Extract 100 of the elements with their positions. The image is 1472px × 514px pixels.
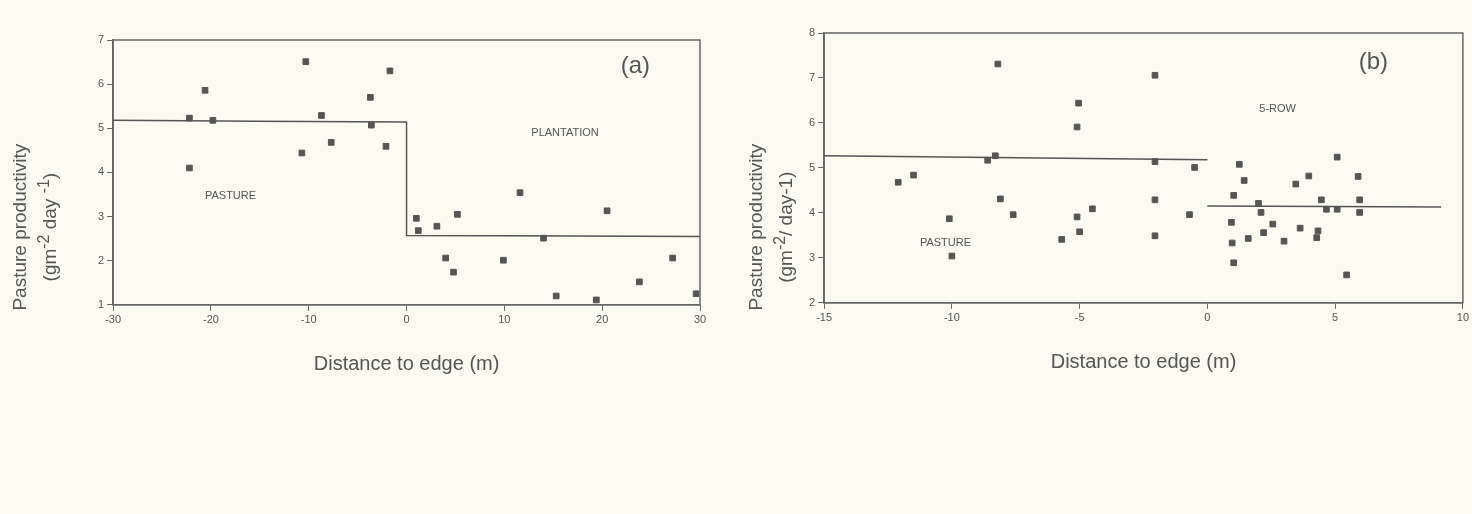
y-tick-label: 3: [808, 250, 816, 263]
y-tick-label: 2: [97, 253, 105, 266]
y-tick-label: 7: [808, 71, 816, 83]
point: [318, 112, 325, 119]
point: [1151, 158, 1159, 165]
point: [1296, 224, 1304, 232]
point: [1333, 153, 1341, 161]
annotation: PLANTATION: [531, 125, 599, 138]
point: [1240, 177, 1248, 184]
x-tick-label: 10: [1456, 311, 1470, 324]
point: [948, 252, 956, 260]
point: [1260, 229, 1267, 236]
point: [442, 254, 450, 262]
y-tick-label: 4: [808, 205, 816, 218]
annotation: (b): [1358, 47, 1389, 75]
point: [603, 207, 611, 215]
point: [302, 58, 310, 65]
y-tick-label: 5: [97, 121, 105, 134]
x-tick-label: 10: [498, 313, 511, 326]
point: [201, 86, 209, 94]
point: [382, 143, 390, 150]
point: [1009, 211, 1017, 218]
x-tick-label: -5: [1074, 311, 1085, 324]
point: [1269, 220, 1277, 228]
point: [186, 164, 193, 172]
point: [298, 149, 306, 157]
y-tick-label: 3: [97, 209, 105, 222]
x-tick-label: -10: [300, 313, 317, 326]
y-tick-label: 6: [97, 77, 105, 90]
point: [1191, 164, 1198, 171]
point: [991, 152, 999, 160]
point: [1323, 205, 1330, 213]
point: [1076, 228, 1083, 236]
x-tick-label: -10: [943, 311, 960, 324]
point: [894, 178, 902, 186]
point: [1058, 236, 1066, 243]
point: [1228, 218, 1235, 226]
point: [186, 114, 193, 122]
annotation: (a): [620, 51, 651, 79]
point: [1356, 196, 1363, 204]
point: [994, 60, 1002, 68]
point: [1235, 160, 1243, 168]
point: [413, 214, 420, 222]
point: [367, 94, 374, 101]
point: [1305, 172, 1313, 180]
point: [945, 215, 953, 223]
x-tick-label: -20: [202, 313, 219, 326]
point: [1151, 71, 1159, 79]
x-axis-title: Distance to edge (m): [1050, 349, 1237, 372]
point: [1255, 200, 1262, 207]
point: [209, 116, 217, 124]
point: [1151, 196, 1159, 204]
point: [669, 254, 676, 262]
x-axis-title: Distance to edge (m): [313, 351, 500, 374]
point: [450, 268, 457, 276]
y-tick-label: 4: [97, 165, 105, 178]
x-tick-label: -15: [816, 311, 833, 324]
x-tick-label: 20: [596, 313, 609, 326]
point: [1230, 259, 1238, 267]
point: [1280, 237, 1288, 245]
point: [1356, 209, 1363, 216]
x-tick-label: 5: [1332, 311, 1339, 324]
y-tick-label: 8: [808, 26, 816, 39]
point: [692, 290, 700, 298]
y-tick-label: 6: [808, 115, 816, 128]
point: [1292, 180, 1300, 188]
point: [984, 156, 991, 164]
point: [592, 296, 600, 304]
point: [997, 195, 1004, 203]
point: [1151, 232, 1159, 240]
point: [1333, 205, 1341, 213]
point: [1230, 192, 1238, 199]
point: [540, 234, 547, 242]
point: [368, 121, 375, 129]
point: [500, 256, 507, 264]
y-tick-label: 2: [808, 295, 816, 308]
point: [910, 171, 917, 179]
point: [414, 227, 422, 234]
point: [1244, 235, 1252, 242]
x-tick-label: 30: [693, 313, 707, 326]
x-tick-label: 0: [403, 313, 410, 326]
point: [552, 292, 560, 300]
point: [1075, 99, 1082, 107]
point: [1186, 211, 1193, 218]
point: [386, 67, 394, 75]
point: [1073, 123, 1081, 131]
point: [454, 211, 461, 218]
point: [1343, 271, 1350, 279]
annotation: 5-ROW: [1259, 101, 1297, 114]
point: [1354, 173, 1362, 180]
point: [1228, 239, 1236, 247]
y-tick-label: 1: [97, 297, 105, 310]
point: [1318, 196, 1325, 204]
annotation: PASTURE: [204, 189, 257, 202]
point: [327, 139, 335, 146]
point: [1089, 205, 1096, 213]
point: [1257, 209, 1265, 216]
point: [1314, 227, 1322, 235]
annotation: PASTURE: [919, 236, 972, 249]
point: [636, 278, 643, 286]
